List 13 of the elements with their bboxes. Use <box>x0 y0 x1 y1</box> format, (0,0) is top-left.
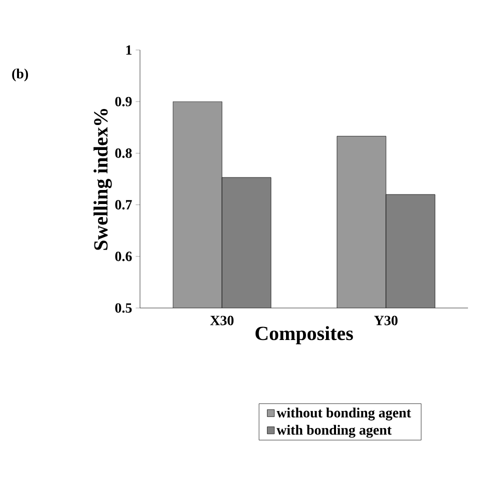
y-tick-label: 0.5 <box>115 303 132 313</box>
x-tick-label: X30 <box>210 316 234 326</box>
y-tick-label: 0.8 <box>115 148 132 158</box>
x-tick-label: Y30 <box>374 316 398 326</box>
y-tick-label: 1 <box>126 45 132 55</box>
y-tick-label: 0.9 <box>115 96 132 106</box>
text: (b) <box>12 68 28 82</box>
y-tick-label: 0.7 <box>115 200 132 210</box>
y-axis-title: Swelling index% <box>94 108 112 250</box>
x-axis-title: Composites <box>256 326 353 344</box>
y-tick-label: 0.6 <box>115 252 132 262</box>
legend-label: without bonding agent <box>276 408 412 420</box>
legend-label: with bonding agent <box>276 424 392 438</box>
